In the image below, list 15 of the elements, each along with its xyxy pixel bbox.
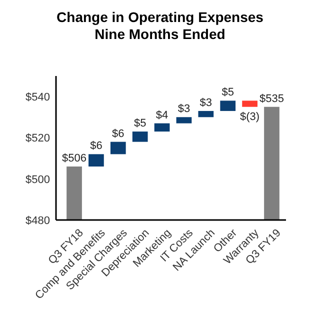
- data-label: $5: [134, 118, 146, 130]
- data-label: $3: [178, 103, 190, 116]
- data-label: $(3): [240, 110, 260, 123]
- y-tick-label: $540: [26, 92, 50, 104]
- y-tick-label: $480: [26, 215, 50, 227]
- data-label: $4: [156, 109, 168, 122]
- y-tick-label: $500: [26, 174, 50, 186]
- y-tick-label: $520: [26, 132, 50, 145]
- data-label: $3: [200, 96, 212, 109]
- data-label: $6: [112, 128, 124, 140]
- data-label: $506: [62, 152, 87, 165]
- data-label: $5: [222, 86, 234, 99]
- data-label: $6: [90, 140, 102, 152]
- data-label: $535: [259, 92, 284, 105]
- chart-title: Change in Operating Expenses Nine Months Ended: [56, 9, 264, 42]
